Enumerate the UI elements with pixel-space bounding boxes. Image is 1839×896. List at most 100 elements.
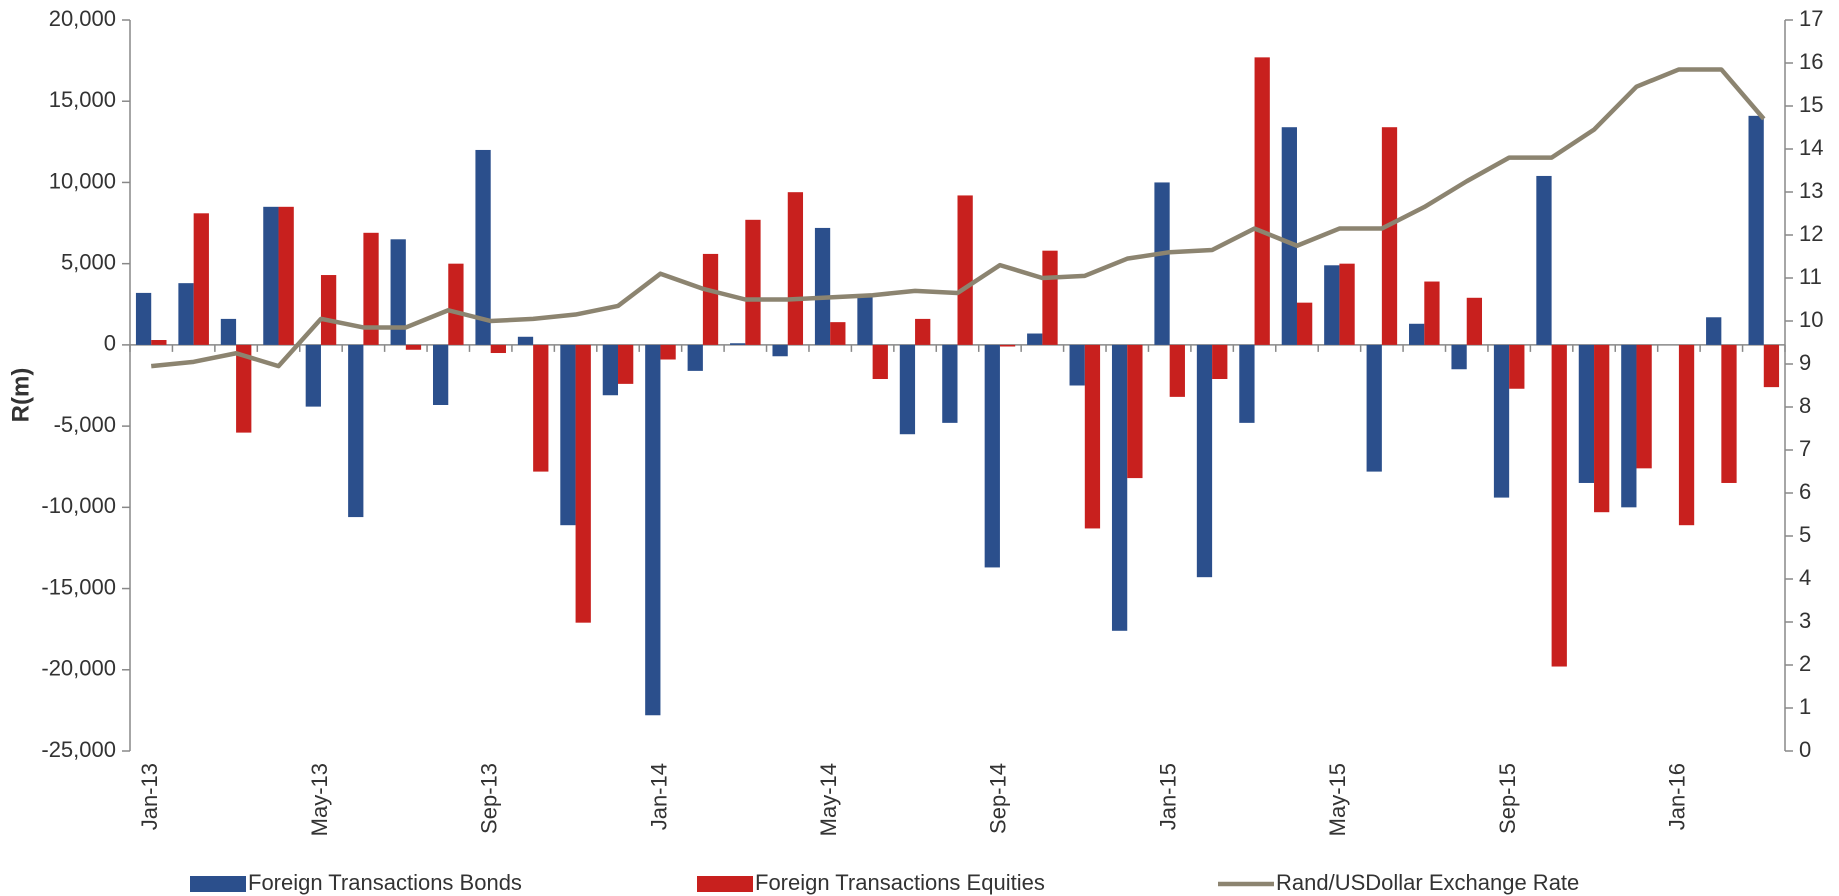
bar (618, 344, 634, 384)
bar (517, 336, 534, 345)
bar (942, 344, 958, 423)
bar (263, 206, 279, 345)
bar (348, 344, 364, 518)
bar (236, 344, 252, 433)
bar (915, 318, 931, 345)
bar (1621, 344, 1637, 508)
line (150, 67, 1766, 369)
y-tick-label: -10,000 (41, 493, 116, 518)
bar (1111, 344, 1128, 631)
legend-label: Rand/USDollar Exchange Rate (1276, 870, 1579, 895)
y-tick-label: -15,000 (41, 574, 116, 599)
bar (857, 296, 873, 345)
bar (1721, 344, 1737, 483)
bar (1578, 344, 1595, 483)
bar (1466, 297, 1483, 345)
x-tick-label: May-13 (307, 763, 332, 836)
bar (575, 344, 591, 623)
x-tick-label: May-14 (816, 763, 841, 836)
y2-tick-label: 15 (1799, 92, 1823, 117)
bar (602, 344, 619, 396)
bar (1678, 344, 1695, 526)
bar (1196, 344, 1213, 578)
bar (1493, 344, 1510, 498)
x-tick-label: Sep-14 (986, 763, 1011, 834)
legend-label: Foreign Transactions Equities (755, 870, 1045, 895)
y2-tick-label: 8 (1799, 393, 1811, 418)
bar (1069, 344, 1085, 386)
bar (135, 292, 152, 345)
bar (1212, 344, 1228, 380)
bar (1154, 182, 1170, 345)
y2-tick-label: 12 (1799, 221, 1823, 246)
y-tick-label: 10,000 (49, 168, 116, 193)
bar (830, 322, 846, 345)
bar (1042, 250, 1058, 345)
bar (814, 227, 831, 345)
x-tick-label: Jan-14 (646, 763, 671, 830)
y2-tick-label: 17 (1799, 6, 1823, 31)
y2-tick-label: 7 (1799, 436, 1811, 461)
bar (151, 340, 167, 345)
y2-tick-label: 16 (1799, 49, 1823, 74)
y2-tick-label: 1 (1799, 694, 1811, 719)
bar (645, 344, 661, 716)
y2-tick-label: 3 (1799, 608, 1811, 633)
bar (1748, 115, 1764, 345)
bar (1169, 344, 1185, 397)
bar (1339, 263, 1355, 345)
y-tick-label: 20,000 (49, 6, 116, 31)
x-tick-label: Jan-15 (1155, 763, 1180, 830)
bar (702, 253, 719, 345)
bar (872, 344, 888, 380)
y2-tick-label: 4 (1799, 565, 1811, 590)
bar (320, 275, 337, 345)
bar (687, 344, 703, 371)
bar (1551, 344, 1567, 667)
y2-tick-label: 6 (1799, 479, 1811, 504)
bar (193, 213, 209, 345)
bar (1763, 344, 1780, 388)
bar (1324, 265, 1340, 345)
bar (490, 344, 506, 354)
legend-swatch (697, 876, 753, 892)
bar (1509, 344, 1525, 389)
bar (1409, 323, 1425, 345)
x-tick-label: Sep-15 (1495, 763, 1520, 834)
bar (475, 149, 491, 345)
bar (305, 344, 321, 407)
bar (448, 263, 464, 345)
bar (1254, 57, 1270, 345)
bar (745, 219, 761, 345)
bar (1451, 344, 1467, 370)
bar (1281, 127, 1297, 345)
legend-label: Foreign Transactions Bonds (248, 870, 522, 895)
bar (1296, 302, 1313, 345)
bar (1536, 175, 1552, 345)
bar (999, 344, 1016, 347)
bar (1424, 281, 1440, 345)
bar (1084, 344, 1101, 529)
bar (1636, 344, 1652, 469)
bar (405, 344, 422, 350)
bar (1127, 344, 1143, 479)
x-tick-label: Jan-13 (137, 763, 162, 830)
bar (220, 318, 237, 345)
bar (1706, 317, 1722, 345)
bar (363, 232, 379, 345)
y-axis-title: R(m) (7, 368, 34, 423)
bar (1594, 344, 1610, 513)
bar (1027, 333, 1043, 345)
bar (957, 195, 973, 345)
y2-tick-label: 11 (1799, 264, 1822, 289)
y-tick-label: 5,000 (61, 249, 116, 274)
bar (178, 283, 194, 345)
y2-tick-label: 0 (1799, 737, 1811, 762)
bar (560, 344, 576, 526)
x-tick-label: May-15 (1325, 763, 1350, 836)
bar (390, 239, 406, 345)
bar (278, 206, 294, 345)
y2-tick-label: 2 (1799, 651, 1811, 676)
bar (1239, 344, 1255, 423)
